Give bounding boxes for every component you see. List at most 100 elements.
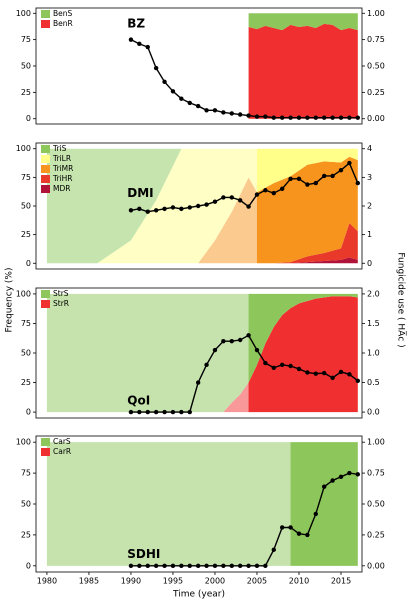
legend-label: TriHR [52,174,73,183]
legend-swatch [41,165,50,173]
use-point [237,198,243,203]
use-point [128,37,134,42]
legend-swatch [41,185,50,193]
panel-label: DMI [127,186,153,200]
use-point [355,472,360,477]
y2-tick-label: 0.5 [367,378,380,387]
use-point [321,115,327,120]
y2-tick-label: 1.5 [367,319,380,328]
use-point [347,115,352,120]
area [46,296,358,413]
y-tick-label: 75 [21,35,31,44]
x-tick-label: 2015 [331,577,351,586]
y-tick-label: 0 [26,408,31,417]
use-point [246,333,251,338]
y2-tick-label: 0.75 [367,469,385,478]
area [46,223,358,264]
use-point [170,563,176,569]
use-point [153,208,159,213]
use-point [187,205,192,210]
y-tick-label: 0 [26,259,31,268]
y2-tick-label: 4 [367,144,372,153]
use-point [338,369,344,375]
use-point [170,89,176,94]
y2-tick-label: 3 [367,173,372,182]
y2-tick-label: 1.0 [367,349,380,358]
use-point [145,563,150,569]
use-point [321,370,327,376]
use-point [347,160,352,166]
use-point [296,176,302,181]
model-shade [36,436,291,572]
use-point [338,168,344,173]
use-point [212,347,218,353]
use-point [179,96,184,101]
y2-tick-label: 0.0 [367,408,380,417]
y-tick-label: 100 [16,289,31,298]
use-point [305,182,310,187]
use-point [355,180,360,186]
x-tick-label: 2010 [289,577,309,586]
use-point [145,209,150,214]
y2-tick-label: 0 [367,259,372,268]
x-tick-label: 1985 [79,577,99,586]
legend-label: StrR [53,299,69,308]
y2-tick-label: 0.50 [367,500,385,509]
use-point [212,199,218,204]
use-point [321,173,327,179]
y-tick-label: 50 [21,62,31,71]
y2-tick-label: 1.00 [367,9,385,18]
use-point [170,409,176,415]
use-point [254,114,260,119]
y2-axis-label: Fungicide use ( HA̅c ) [396,252,408,347]
use-point [288,115,293,120]
use-point [221,338,226,344]
y2-tick-label: 0.25 [367,88,385,97]
use-point [137,41,142,47]
y-axis-label: Frequency (%) [5,268,15,333]
legend-label: TriS [52,144,67,153]
legend-swatch [41,175,50,183]
area [46,156,358,264]
use-point [313,115,318,120]
use-point [229,111,234,116]
use-point [279,525,285,530]
y-tick-label: 75 [21,469,31,478]
use-point [313,371,318,376]
y2-tick-label: 0.00 [367,561,385,570]
area [248,13,358,31]
legend-swatch [41,155,50,163]
use-point [204,563,209,569]
use-point [237,337,243,343]
use-line [130,39,358,119]
y-tick-label: 100 [16,144,31,153]
use-point [179,206,184,212]
legend-label: BenS [53,9,73,18]
use-point [195,380,201,385]
use-point [204,108,209,113]
use-point [263,563,268,569]
use-point [321,484,327,489]
use-point [279,362,285,368]
y-tick-label: 50 [21,202,31,211]
legend-label: StrS [53,289,69,298]
y2-tick-label: 2 [367,202,372,211]
use-point [187,409,192,415]
x-tick-label: 1995 [163,577,183,586]
use-point [229,338,234,344]
y-tick-label: 75 [21,319,31,328]
use-point [162,563,167,569]
legend-label: TriMR [52,164,73,173]
use-point [204,202,209,207]
y-tick-label: 25 [21,88,31,97]
use-point [305,115,310,120]
legend-label: CarS [53,437,71,446]
use-point [195,103,201,109]
legend-label: CarR [53,447,71,456]
use-point [237,112,243,117]
legend-swatch [41,290,50,298]
panel-label: BZ [127,17,145,31]
x-axis-label: Time (year) [172,590,225,600]
panel-label: SDHI [127,547,160,561]
use-point [254,192,260,197]
